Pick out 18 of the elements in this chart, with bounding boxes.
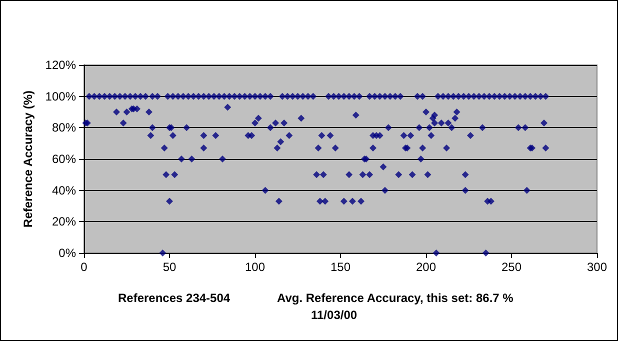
y-tick-label: 40% <box>52 183 76 198</box>
text: 11/03/00 <box>311 308 358 322</box>
text: Avg. Reference Accuracy, this set: 86.7 % <box>277 291 514 305</box>
y-tick-label: 0% <box>58 246 76 260</box>
x-tick-label: 100 <box>244 260 266 274</box>
y-tick-label: 20% <box>52 214 76 229</box>
y-axis-title: Reference Accuracy (%) <box>21 90 35 228</box>
x-tick-label: 0 <box>80 260 88 274</box>
x-tick-label: 200 <box>416 260 436 274</box>
y-tick-label: 100% <box>45 89 76 104</box>
x-axis-title: References 234-504 <box>118 291 230 305</box>
x-tick-label: 150 <box>330 260 351 274</box>
y-tick-label: 120% <box>45 58 76 72</box>
x-tick-label: 300 <box>586 260 608 274</box>
x-tick-label: 250 <box>501 260 522 274</box>
y-tick-label: 80% <box>52 120 76 135</box>
x-tick-label: 50 <box>162 260 176 274</box>
y-tick-label: 60% <box>52 152 76 166</box>
